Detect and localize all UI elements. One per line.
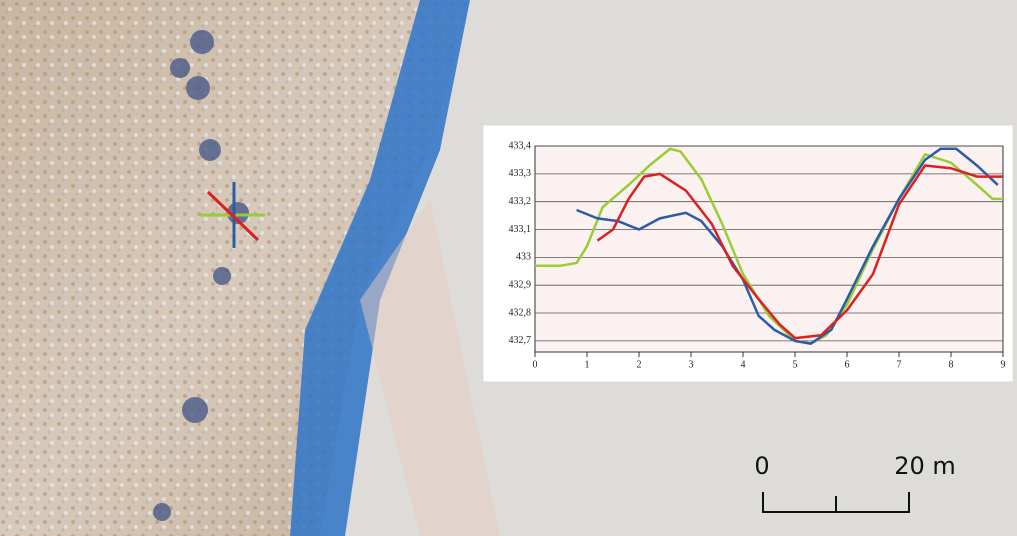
y-tick-label: 433,1 xyxy=(509,224,532,235)
scale-label: 0 xyxy=(754,452,769,480)
y-tick-label: 433,3 xyxy=(509,168,532,179)
series-line xyxy=(576,147,999,345)
x-tick-label: 1 xyxy=(585,359,590,370)
scale-bar xyxy=(762,492,910,513)
x-tick-label: 4 xyxy=(741,359,746,370)
terrain-texture xyxy=(0,0,470,536)
y-tick-label: 432,7 xyxy=(509,335,532,346)
x-tick-label: 8 xyxy=(949,359,954,370)
series-line xyxy=(596,164,1003,340)
scale-label: 20 m xyxy=(894,452,956,480)
y-tick-label: 433,4 xyxy=(509,140,532,151)
x-tick-label: 5 xyxy=(793,359,798,370)
plot-area xyxy=(534,145,1004,353)
x-tick-label: 6 xyxy=(845,359,850,370)
y-tick-label: 433 xyxy=(516,252,531,263)
y-tick-label: 433,2 xyxy=(509,196,532,207)
cross-profile-marker xyxy=(200,182,265,248)
x-tick-label: 9 xyxy=(1001,359,1006,370)
y-tick-label: 432,8 xyxy=(509,307,532,318)
x-tick-label: 3 xyxy=(689,359,694,370)
water-band xyxy=(290,0,470,536)
x-tick-label: 7 xyxy=(897,359,902,370)
craters xyxy=(153,30,249,521)
y-tick-label: 432,9 xyxy=(509,279,532,290)
x-tick-label: 0 xyxy=(533,359,538,370)
hillshade-fan xyxy=(360,200,500,536)
x-tick-label: 2 xyxy=(637,359,642,370)
